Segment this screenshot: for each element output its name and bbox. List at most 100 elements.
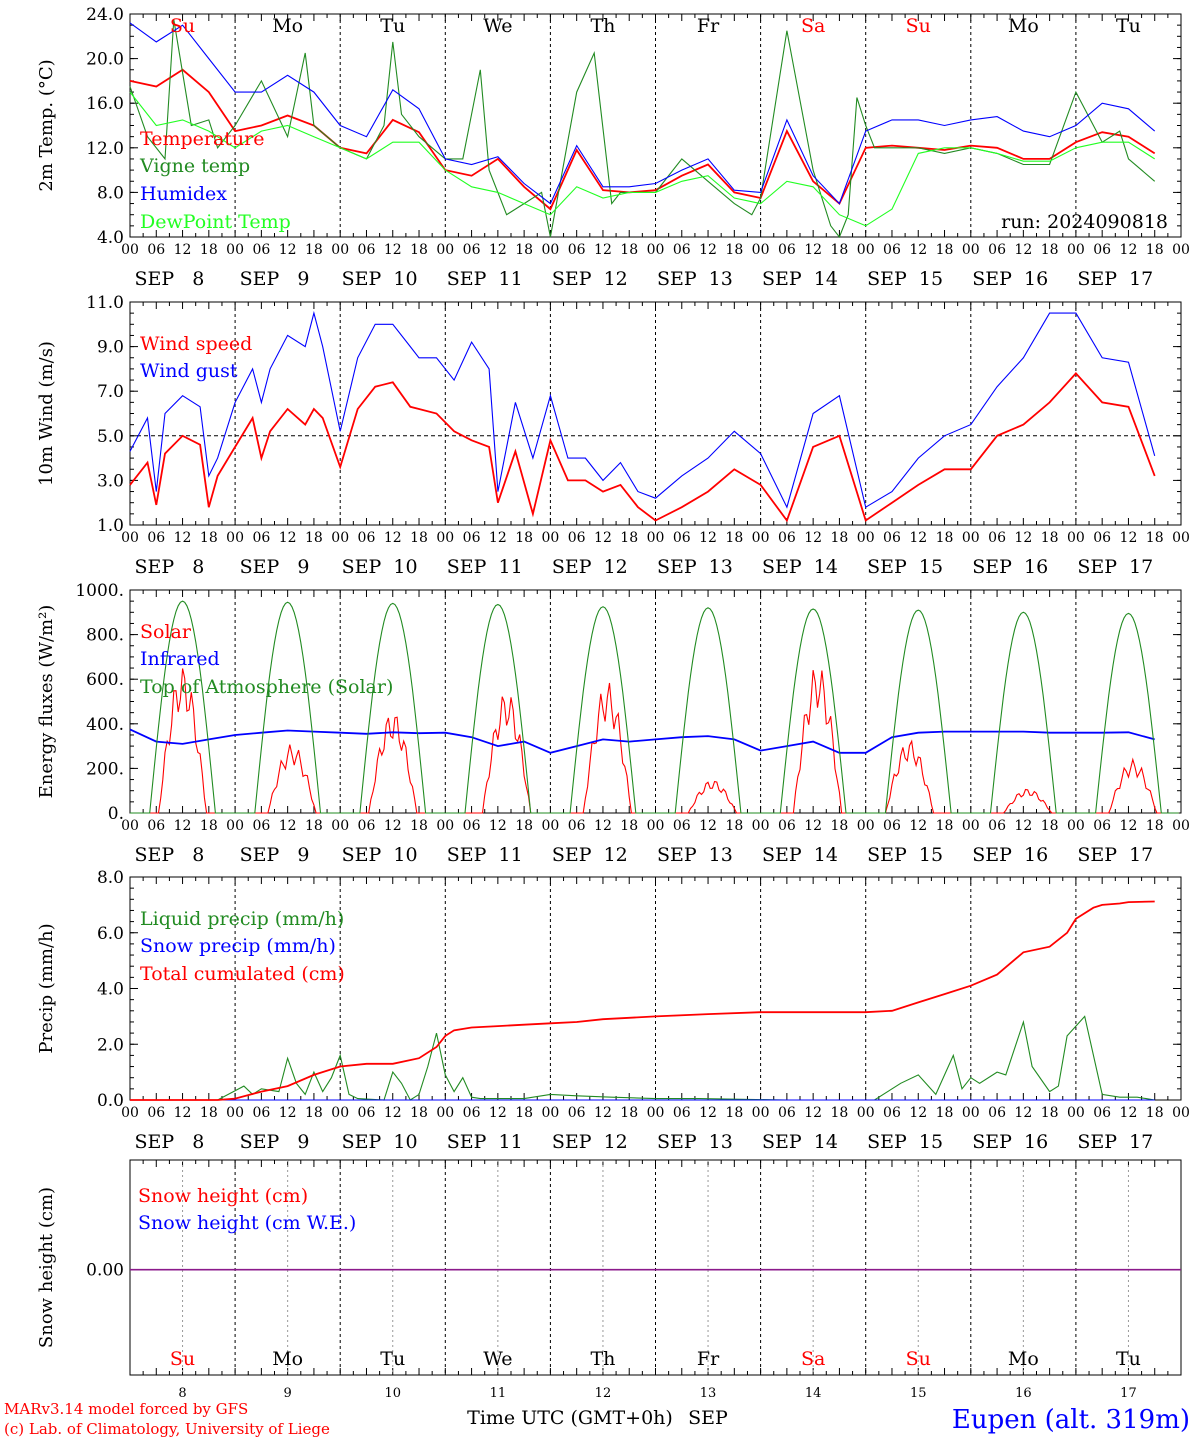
hour-tick-label: 06: [147, 818, 165, 834]
day-number-label: 14: [805, 1386, 822, 1401]
hour-tick-label: 18: [1146, 242, 1164, 258]
hour-tick-label: 12: [174, 818, 192, 834]
hour-tick-label: 00: [1067, 1105, 1085, 1121]
day-name-label: Tu: [380, 15, 405, 37]
hour-tick-label: 06: [358, 242, 376, 258]
y-tick-label: 800.: [86, 626, 124, 646]
hour-tick-label: 18: [620, 818, 638, 834]
panel-3: 0. 200. 400. 600. 800. 1000. Energy fluxes (W/…: [36, 581, 1190, 866]
date-label: SEP 13: [657, 1131, 733, 1153]
date-label: SEP 11: [447, 556, 523, 578]
date-label: SEP 13: [657, 844, 733, 866]
hour-tick-label: 12: [909, 1105, 927, 1121]
y-axis-label: 10m Wind (m/s): [36, 341, 57, 486]
hour-tick-label: 00: [541, 1105, 559, 1121]
hour-tick-label: 12: [699, 242, 717, 258]
hour-tick-label: 06: [568, 818, 586, 834]
hour-tick-label: 06: [252, 1105, 270, 1121]
date-label: SEP 8: [134, 556, 204, 578]
hour-tick-label: 18: [1041, 818, 1059, 834]
hour-tick-label: 18: [831, 242, 849, 258]
hour-tick-label: 18: [305, 1105, 323, 1121]
hour-tick-label: 18: [305, 530, 323, 546]
y-tick-label: 0.00: [86, 1261, 124, 1281]
hour-tick-label: 00: [436, 1105, 454, 1121]
hour-tick-label: 06: [988, 818, 1006, 834]
hour-tick-label: 00: [752, 818, 770, 834]
hour-tick-label: 06: [1093, 818, 1111, 834]
date-label: SEP 13: [657, 268, 733, 290]
series-line-wind-gust: [129, 310, 1156, 509]
hour-tick-label: 18: [200, 1105, 218, 1121]
date-label: SEP 16: [972, 268, 1048, 290]
day-name-label: Mo: [1008, 1348, 1039, 1370]
day-number-label: 10: [384, 1386, 401, 1401]
series-line-wind-speed: [129, 372, 1156, 523]
date-label: SEP 11: [447, 268, 523, 290]
hour-tick-label: 18: [305, 818, 323, 834]
hour-tick-label: 12: [384, 530, 402, 546]
hour-tick-label: 12: [384, 818, 402, 834]
hour-tick-label: 06: [252, 818, 270, 834]
date-label: SEP 17: [1077, 1131, 1153, 1153]
hour-tick-label: 12: [699, 818, 717, 834]
date-label: SEP 10: [342, 268, 418, 290]
date-label: SEP 17: [1077, 844, 1153, 866]
date-label: SEP 15: [867, 556, 943, 578]
hour-tick-label: 00: [121, 818, 139, 834]
credit-line-2: (c) Lab. of Climatology, University of L…: [4, 1420, 330, 1438]
y-tick-label: 0.: [108, 804, 124, 824]
hour-tick-label: 06: [988, 1105, 1006, 1121]
hour-tick-label: 06: [358, 818, 376, 834]
hour-tick-label: 00: [1172, 818, 1190, 834]
hour-tick-label: 00: [331, 818, 349, 834]
legend-entry: Vigne temp: [139, 155, 250, 177]
y-tick-label: 9.0: [97, 338, 124, 358]
legend-entry: Humidex: [140, 183, 227, 205]
series-line-infrared: [129, 728, 1155, 754]
hour-tick-label: 12: [594, 530, 612, 546]
y-tick-label: 3.0: [97, 471, 124, 491]
date-label: SEP 8: [134, 844, 204, 866]
y-tick-label: 8.0: [97, 183, 124, 203]
y-tick-label: 5.0: [97, 427, 124, 447]
day-name-label: Sa: [801, 1348, 825, 1370]
hour-tick-label: 06: [252, 530, 270, 546]
date-label: SEP 10: [342, 844, 418, 866]
hour-tick-label: 12: [1014, 818, 1032, 834]
hour-tick-label: 00: [1172, 1105, 1190, 1121]
hour-tick-label: 12: [489, 1105, 507, 1121]
y-tick-label: 16.0: [86, 94, 124, 114]
hour-tick-label: 06: [147, 242, 165, 258]
hour-tick-label: 00: [857, 530, 875, 546]
day-name-label: Th: [590, 15, 615, 37]
series-line-vigne-temp: [129, 19, 1156, 239]
hour-tick-label: 06: [358, 1105, 376, 1121]
day-name-label: Mo: [272, 1348, 303, 1370]
hour-tick-label: 00: [541, 242, 559, 258]
date-label: SEP 15: [867, 1131, 943, 1153]
hour-tick-label: 12: [279, 1105, 297, 1121]
hour-tick-label: 18: [515, 530, 533, 546]
hour-tick-label: 00: [962, 818, 980, 834]
hour-tick-label: 18: [410, 1105, 428, 1121]
series-line-humidex: [129, 22, 1156, 205]
hour-tick-label: 00: [752, 530, 770, 546]
hour-tick-label: 06: [1093, 530, 1111, 546]
hour-tick-label: 18: [1146, 530, 1164, 546]
date-label: SEP 15: [867, 268, 943, 290]
series-line-total-cumulated-cm: [130, 900, 1155, 1101]
hour-tick-label: 12: [909, 818, 927, 834]
hour-tick-label: 18: [725, 530, 743, 546]
hour-tick-label: 00: [226, 818, 244, 834]
hour-tick-label: 00: [541, 530, 559, 546]
hour-tick-label: 00: [226, 242, 244, 258]
hour-tick-label: 12: [174, 1105, 192, 1121]
hour-tick-label: 00: [331, 530, 349, 546]
hour-tick-label: 00: [121, 1105, 139, 1121]
date-label: SEP 13: [657, 556, 733, 578]
hour-tick-label: 06: [673, 530, 691, 546]
hour-tick-label: 00: [962, 530, 980, 546]
month-label: SEP: [688, 1407, 728, 1429]
y-tick-label: 4.0: [97, 228, 124, 248]
